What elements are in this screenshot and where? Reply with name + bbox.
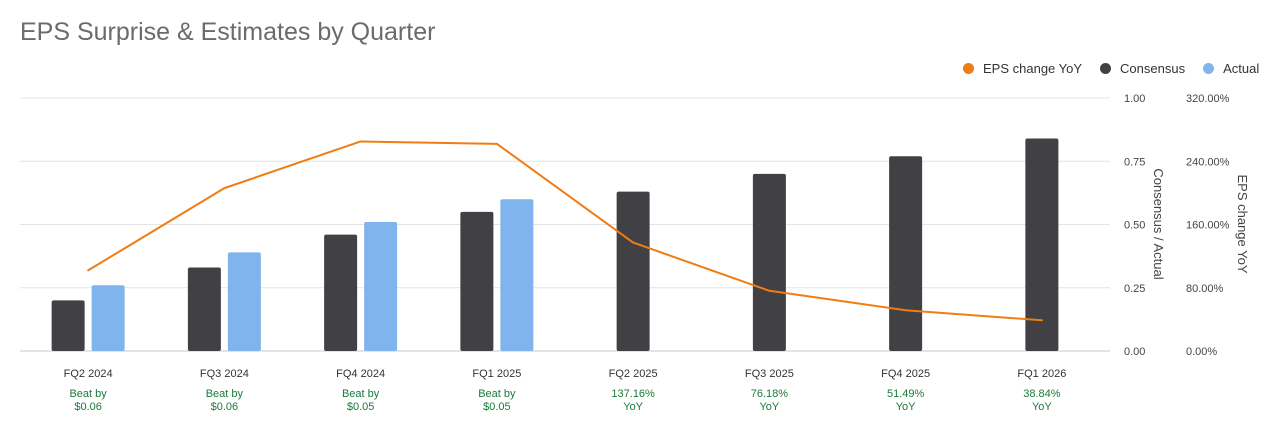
category-label: FQ4 2025 [881,368,930,380]
right-tick-label: 160.00% [1186,220,1230,232]
left-axis: 0.00 0.25 0.50 0.75 1.00 [1124,93,1145,358]
eps-change-line [87,140,1043,322]
consensus-bar [889,156,923,351]
category-label: FQ2 2025 [609,368,658,380]
right-axis: 0.00% 80.00% 160.00% 240.00% 320.00% [1186,93,1230,358]
legend-swatch-actual [1203,63,1215,74]
annotation-line-1: 137.16% [611,388,655,400]
consensus-bar [51,300,85,351]
chart-title: EPS Surprise & Estimates by Quarter [20,18,436,46]
consensus-bar [752,173,786,351]
annotation-line-2: YoY [896,401,916,413]
category-label: FQ4 2024 [336,368,385,380]
annotation-line-2: YoY [623,401,643,413]
consensus-bar [324,234,358,351]
annotation-line-1: 38.84% [1023,388,1061,400]
consensus-bar [1025,138,1059,351]
left-tick-label: 0.50 [1124,220,1145,232]
actual-bar [227,252,261,351]
annotation-line-2: $0.05 [347,401,375,413]
annotation-line-2: YoY [759,401,779,413]
annotation-line-2: $0.06 [211,401,239,413]
category-label: FQ2 2024 [64,368,113,380]
category-label: FQ1 2026 [1017,368,1066,380]
annotation-line-1: 76.18% [751,388,789,400]
consensus-bar [616,191,650,351]
annotation-line-1: Beat by [342,388,380,400]
legend-item-consensus[interactable]: Consensus [1100,61,1185,76]
annotation-line-1: Beat by [69,388,107,400]
legend-label-eps-change: EPS change YoY [983,61,1083,76]
actual-bar [364,221,398,351]
eps-change-series-line [87,140,1043,322]
category-label: FQ3 2025 [745,368,794,380]
legend-label-consensus: Consensus [1120,61,1186,76]
right-tick-label: 80.00% [1186,283,1224,295]
annotation-line-2: $0.05 [483,401,511,413]
legend-label-actual: Actual [1223,61,1260,76]
right-axis-title: EPS change YoY [1235,174,1250,273]
category-label: FQ1 2025 [472,368,521,380]
annotation-line-1: 51.49% [887,388,925,400]
consensus-bar [187,267,221,351]
legend-item-eps-change[interactable]: EPS change YoY [963,61,1082,76]
actual-bar [500,199,534,351]
chart-legend: EPS change YoY Consensus Actual [963,61,1259,76]
legend-swatch-consensus [1100,63,1112,74]
left-tick-label: 1.00 [1124,93,1145,105]
legend-item-actual[interactable]: Actual [1203,61,1259,76]
annotation-line-2: $0.06 [74,401,102,413]
left-tick-label: 0.25 [1124,283,1145,295]
legend-swatch-eps-change [963,63,974,74]
annotation-line-2: YoY [1032,401,1052,413]
left-tick-label: 0.00 [1124,346,1145,358]
consensus-bar [460,211,494,351]
right-tick-label: 240.00% [1186,156,1230,168]
left-tick-label: 0.75 [1124,156,1145,168]
category-label: FQ3 2024 [200,368,249,380]
annotation-line-1: Beat by [206,388,244,400]
right-tick-label: 0.00% [1186,346,1217,358]
left-axis-title: Consensus / Actual [1151,168,1166,279]
actual-bar [91,285,125,351]
bars [51,138,1059,351]
category-axis: FQ2 2024 FQ3 2024 FQ4 2024 FQ1 2025 FQ2 2025… [64,368,1067,380]
right-tick-label: 320.00% [1186,93,1230,105]
annotation-line-1: Beat by [478,388,516,400]
